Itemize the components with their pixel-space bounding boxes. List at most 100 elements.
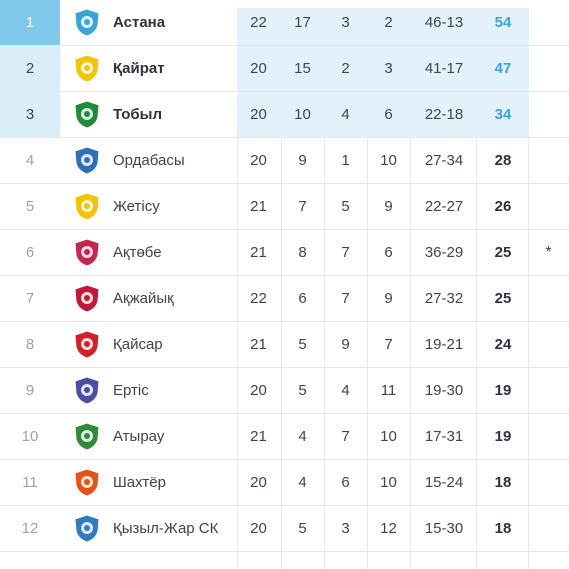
played-cell: 20	[250, 382, 267, 399]
draws-cell: 3	[341, 520, 350, 537]
losses-cell: 10	[380, 474, 397, 491]
astana-crest-icon	[74, 8, 100, 37]
tobol-crest-icon	[74, 100, 100, 129]
points-cell: 25	[494, 244, 512, 261]
played-cell: 20	[250, 152, 267, 169]
column-divider	[324, 138, 325, 569]
shakhter-crest-icon	[74, 468, 100, 497]
team-name: Ертіс	[113, 382, 149, 399]
team-logo	[60, 368, 112, 413]
losses-cell: 10	[380, 428, 397, 445]
team-name: Қайсар	[113, 336, 163, 353]
position-cell: 5	[25, 198, 35, 215]
team-logo	[60, 322, 112, 367]
position-cell: 11	[22, 474, 38, 491]
team-logo	[60, 276, 112, 321]
played-cell: 21	[250, 336, 267, 353]
table-row[interactable]: 5 Жетісу 21 7 5 9 22-27 26	[0, 184, 569, 230]
table-row[interactable]: 4 Ордабасы 20 9 1 10 27-34 28	[0, 138, 569, 184]
column-divider	[237, 138, 238, 569]
team-name: Шахтёр	[113, 474, 166, 491]
table-row[interactable]: 10 Атырау 21 4 7 10 17-31 19	[0, 414, 569, 460]
note-cell	[528, 414, 569, 459]
note-cell	[528, 184, 569, 229]
draws-cell: 9	[341, 336, 350, 353]
table-row[interactable]: 2 Қайрат 20 15 2 3 41-17 47	[0, 46, 569, 92]
team-name: Тобыл	[113, 106, 162, 123]
wins-cell: 8	[298, 244, 307, 261]
position-cell: 6	[25, 244, 35, 261]
column-divider	[528, 138, 529, 569]
goals-cell: 17-31	[424, 428, 464, 445]
kyzylzhar-crest-icon	[74, 514, 100, 543]
losses-cell: 10	[380, 152, 397, 169]
table-row[interactable]: 8 Қайсар 21 5 9 7 19-21 24	[0, 322, 569, 368]
table-row[interactable]: 11 Шахтёр 20 4 6 10 15-24 18	[0, 460, 569, 506]
draws-cell: 1	[341, 152, 350, 169]
goals-cell: 19-21	[424, 336, 464, 353]
wins-cell: 17	[294, 14, 311, 31]
note-cell	[528, 276, 569, 321]
team-logo	[60, 0, 112, 45]
table-row[interactable]: 7 Ақжайық 22 6 7 9 27-32 25	[0, 276, 569, 322]
team-name: Атырау	[113, 428, 165, 445]
team-name: Қайрат	[113, 60, 165, 77]
zhetysu-crest-icon	[74, 192, 100, 221]
team-logo	[60, 46, 112, 91]
position-highlight	[0, 92, 60, 138]
played-cell: 20	[250, 520, 267, 537]
kaisar-crest-icon	[74, 330, 100, 359]
losses-cell: 7	[384, 336, 393, 353]
losses-cell: 6	[384, 106, 393, 123]
irtysh-crest-icon	[74, 376, 100, 405]
wins-cell: 4	[298, 428, 307, 445]
atyrau-crest-icon	[74, 422, 100, 451]
losses-cell: 6	[384, 244, 393, 261]
team-logo	[60, 460, 112, 505]
position-cell: 8	[25, 336, 35, 353]
goals-cell: 22-18	[424, 106, 464, 123]
draws-cell: 4	[341, 106, 350, 123]
losses-cell: 9	[384, 290, 393, 307]
draws-cell: 7	[341, 244, 350, 261]
table-row[interactable]: 6 Ақтөбе 21 8 7 6 36-29 25 *	[0, 230, 569, 276]
losses-cell: 11	[380, 382, 397, 399]
goals-cell: 41-17	[424, 60, 464, 77]
table-row[interactable]: 9 Ертіс 20 5 4 11 19-30 19	[0, 368, 569, 414]
points-cell: 19	[494, 428, 512, 445]
position-cell: 10	[21, 428, 39, 445]
aktobe-crest-icon	[74, 238, 100, 267]
position-cell: 7	[25, 290, 35, 307]
draws-cell: 7	[341, 290, 350, 307]
points-cell: 54	[494, 14, 512, 31]
team-logo	[60, 230, 112, 275]
wins-cell: 5	[298, 520, 307, 537]
team-name: Ақтөбе	[113, 244, 162, 261]
note-cell	[528, 506, 569, 551]
note-cell	[528, 138, 569, 183]
played-cell: 22	[250, 14, 267, 31]
table-row[interactable]: 12 Қызыл-Жар СК 20 5 3 12 15-30 18	[0, 506, 569, 552]
points-cell: 47	[494, 60, 512, 77]
table-row[interactable]: 3 Тобыл 20 10 4 6 22-18 34	[0, 92, 569, 138]
wins-cell: 5	[298, 336, 307, 353]
note-cell	[528, 0, 569, 45]
wins-cell: 15	[294, 60, 311, 77]
points-cell: 19	[494, 382, 512, 399]
position-cell: 9	[25, 382, 35, 399]
wins-cell: 7	[298, 198, 307, 215]
draws-cell: 2	[341, 60, 350, 77]
played-cell: 21	[250, 428, 267, 445]
team-logo	[60, 92, 112, 137]
played-cell: 20	[250, 106, 267, 123]
note-cell	[528, 46, 569, 91]
position-cell: 12	[21, 520, 39, 537]
team-name: Жетісу	[113, 198, 160, 215]
table-row[interactable]: 1 Астана 22 17 3 2 46-13 54	[0, 0, 569, 46]
wins-cell: 6	[298, 290, 307, 307]
goals-cell: 36-29	[424, 244, 464, 261]
wins-cell: 4	[298, 474, 307, 491]
played-cell: 21	[250, 244, 267, 261]
position-cell: 2	[25, 60, 35, 77]
goals-cell: 15-30	[424, 520, 464, 537]
